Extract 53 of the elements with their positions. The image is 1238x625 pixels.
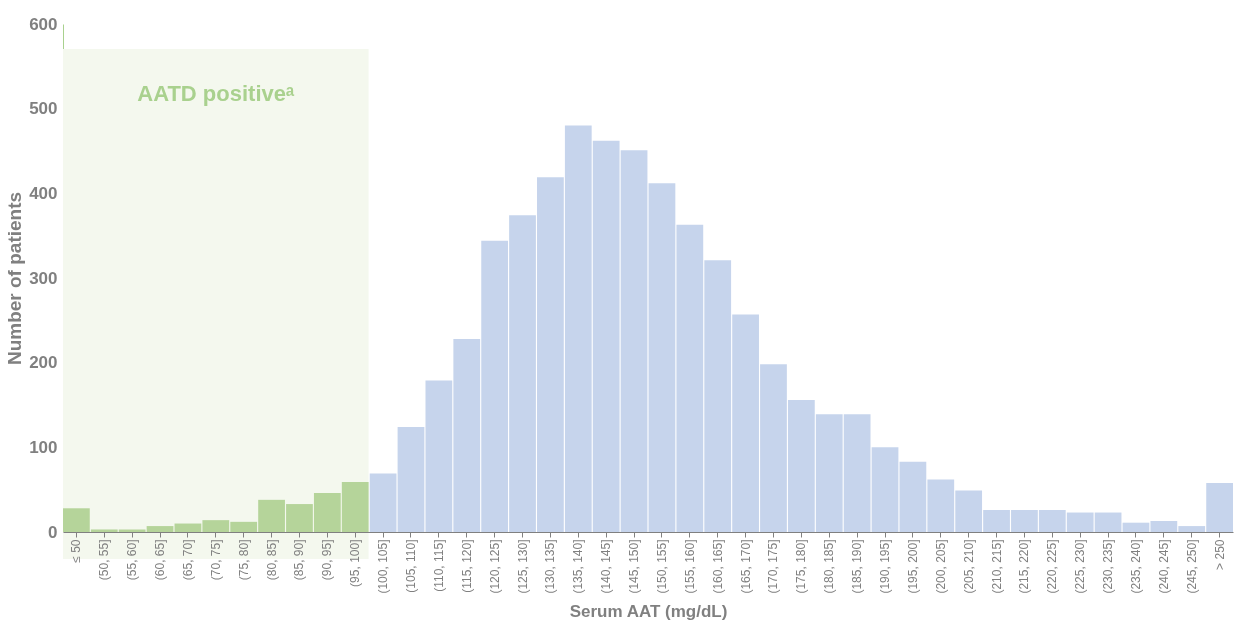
x-axis-title: Serum AAT (mg/dL): [569, 601, 728, 621]
x-tick-label: (190, 195]: [878, 539, 893, 594]
x-tick-label: (100, 105]: [376, 539, 391, 594]
x-tick-label: ≤ 50: [69, 539, 84, 563]
x-tick-label: (110, 115]: [431, 539, 446, 592]
y-axis-title: Number of patients: [4, 191, 26, 366]
x-tick-label: (115, 120]: [459, 539, 474, 593]
x-tick-label: (120, 125]: [487, 539, 502, 594]
x-tick-label: (105, 110]: [403, 539, 418, 593]
band-label: AATD positiveᵃ: [137, 81, 295, 106]
x-tick-label: (215, 220]: [1017, 539, 1032, 594]
x-tick-label: (165, 170]: [738, 539, 753, 594]
x-tick-label: (140, 145]: [599, 539, 614, 594]
x-tick-label: (50, 55]: [97, 539, 112, 581]
x-tick-label: (200, 205]: [933, 539, 948, 594]
x-tick-label: (95, 100]: [348, 539, 363, 587]
x-tick-label: (185, 190]: [850, 539, 865, 594]
x-tick-label: (220, 225]: [1045, 539, 1060, 594]
x-tick-label: (70, 75]: [208, 539, 223, 581]
x-tick-label: (125, 130]: [515, 539, 530, 594]
x-tick-label: (85, 90]: [292, 539, 307, 581]
x-tick-label: (90, 95]: [320, 539, 335, 581]
x-tick-label: (75, 80]: [236, 539, 251, 581]
y-tick-label: 500: [29, 99, 58, 119]
x-tick-label: (130, 135]: [543, 539, 558, 594]
x-tick-label: (145, 150]: [627, 539, 642, 594]
x-tick-label: (135, 140]: [571, 539, 586, 594]
x-tick-label: (155, 160]: [682, 539, 697, 594]
x-tick-label: (240, 245]: [1156, 539, 1171, 594]
x-tick-label: (150, 155]: [654, 539, 669, 594]
y-tick-label: 400: [29, 183, 58, 203]
y-tick-label: 200: [29, 353, 58, 373]
y-tick-label: 0: [48, 522, 58, 542]
x-tick-label: (230, 235]: [1101, 539, 1116, 594]
x-tick-label: (205, 210]: [961, 539, 976, 594]
x-tick-label: (225, 230]: [1073, 539, 1088, 594]
x-tick-label: (65, 70]: [180, 539, 195, 581]
x-tick-label: (210, 215]: [989, 539, 1004, 594]
x-tick-label: (235, 240]: [1128, 539, 1143, 594]
x-tick-label: > 250: [1212, 539, 1227, 570]
bar: [369, 473, 397, 532]
x-tick-label: (170, 175]: [766, 539, 781, 594]
x-tick-label: (80, 85]: [264, 539, 279, 581]
x-tick-label: (160, 165]: [710, 539, 725, 594]
x-tick-label: (60, 65]: [153, 539, 168, 581]
x-tick-label: (245, 250]: [1184, 539, 1199, 594]
x-tick-label: (175, 180]: [794, 539, 809, 594]
x-tick-label: (180, 185]: [822, 539, 837, 594]
x-tick-label: (55, 60]: [125, 539, 140, 581]
y-tick-label: 300: [29, 268, 58, 288]
y-tick-label: 600: [29, 14, 58, 34]
x-tick-label: (195, 200]: [905, 539, 920, 594]
y-tick-label: 100: [29, 437, 58, 457]
